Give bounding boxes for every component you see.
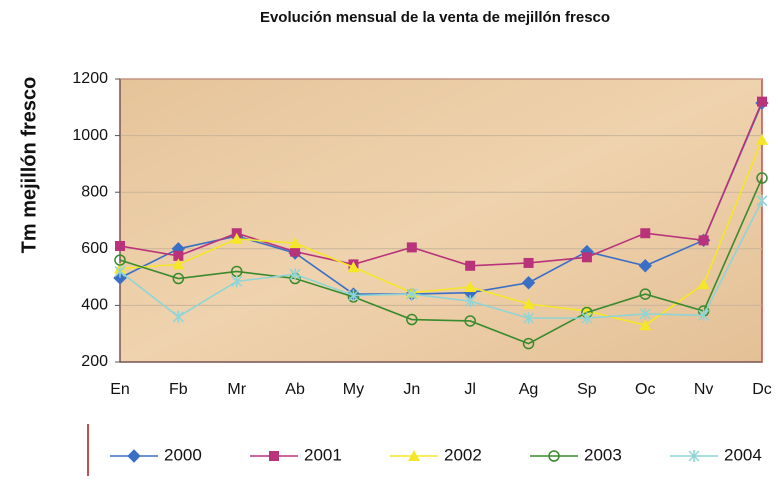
x-tick-label: Fb — [169, 381, 188, 398]
y-tick-label: 1200 — [72, 70, 108, 87]
marker — [521, 276, 536, 290]
marker — [756, 172, 768, 184]
series-line — [119, 139, 763, 327]
marker — [172, 272, 185, 285]
marker — [548, 450, 560, 462]
x-tick-label: Dc — [752, 381, 772, 398]
series-line — [119, 102, 763, 295]
x-tick-label: Jl — [464, 381, 476, 398]
chart-title: Evolución mensual de la venta de mejilló… — [260, 9, 610, 26]
marker — [290, 246, 301, 257]
marker — [638, 259, 652, 273]
x-tick-label: My — [343, 381, 364, 398]
series-line — [119, 200, 763, 319]
y-tick-label: 1000 — [72, 127, 108, 144]
x-tick-label: Ag — [519, 381, 539, 398]
marker — [231, 275, 243, 288]
marker — [406, 313, 418, 326]
legend-label: 2004 — [724, 445, 762, 464]
marker — [639, 307, 651, 320]
marker — [173, 250, 184, 261]
marker — [347, 261, 360, 273]
x-tick-label: Jn — [403, 381, 420, 398]
marker — [639, 319, 652, 331]
x-tick-label: Mr — [227, 381, 246, 398]
y-tick-label: 200 — [81, 353, 108, 370]
marker — [114, 254, 126, 266]
legend-label: 2000 — [164, 445, 202, 464]
marker — [640, 228, 651, 239]
series-line — [119, 177, 763, 345]
marker — [465, 260, 476, 271]
marker — [697, 278, 710, 290]
marker — [230, 232, 243, 244]
marker — [269, 451, 279, 461]
marker — [464, 281, 477, 293]
marker — [756, 133, 768, 145]
y-axis-title: Tm mejillón fresco — [18, 77, 40, 254]
legend-label: 2003 — [584, 445, 622, 464]
marker — [464, 315, 476, 327]
marker — [127, 449, 141, 463]
marker — [639, 288, 652, 300]
x-tick-label: Sp — [577, 381, 597, 398]
marker — [172, 310, 184, 323]
marker — [289, 237, 302, 249]
series-line — [119, 101, 763, 267]
marker — [523, 312, 535, 325]
marker — [406, 288, 418, 301]
y-tick-label: 600 — [81, 240, 108, 257]
marker — [289, 268, 301, 281]
x-tick-label: Nv — [694, 381, 714, 398]
marker — [581, 312, 593, 325]
marker — [347, 289, 359, 302]
marker — [406, 242, 417, 253]
marker — [115, 240, 125, 251]
marker — [698, 309, 710, 322]
marker — [172, 258, 185, 270]
marker — [757, 96, 767, 107]
marker — [698, 235, 709, 246]
marker — [522, 337, 535, 350]
legend-label: 2002 — [444, 445, 482, 464]
marker — [408, 450, 420, 461]
marker — [522, 297, 535, 309]
marker — [581, 252, 592, 263]
marker — [523, 257, 534, 268]
x-tick-label: En — [110, 381, 130, 398]
marker — [756, 194, 768, 207]
legend-label: 2001 — [304, 445, 342, 464]
marker — [114, 265, 126, 278]
x-tick-label: Ab — [285, 381, 305, 398]
y-tick-label: 800 — [81, 183, 108, 200]
marker — [688, 450, 700, 462]
marker — [464, 295, 476, 308]
x-tick-label: Oc — [635, 381, 655, 398]
y-tick-label: 400 — [81, 297, 108, 314]
